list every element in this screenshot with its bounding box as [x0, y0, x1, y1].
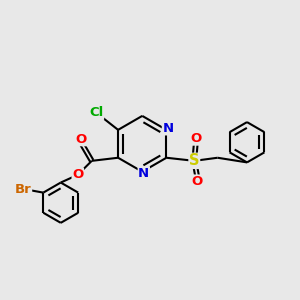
- Text: O: O: [75, 133, 86, 146]
- Text: O: O: [72, 168, 83, 181]
- Text: Cl: Cl: [89, 106, 103, 119]
- Text: O: O: [190, 132, 202, 145]
- Text: N: N: [162, 122, 173, 135]
- Text: N: N: [138, 167, 149, 180]
- Text: S: S: [189, 153, 200, 168]
- Text: O: O: [192, 175, 203, 188]
- Text: Br: Br: [15, 183, 32, 196]
